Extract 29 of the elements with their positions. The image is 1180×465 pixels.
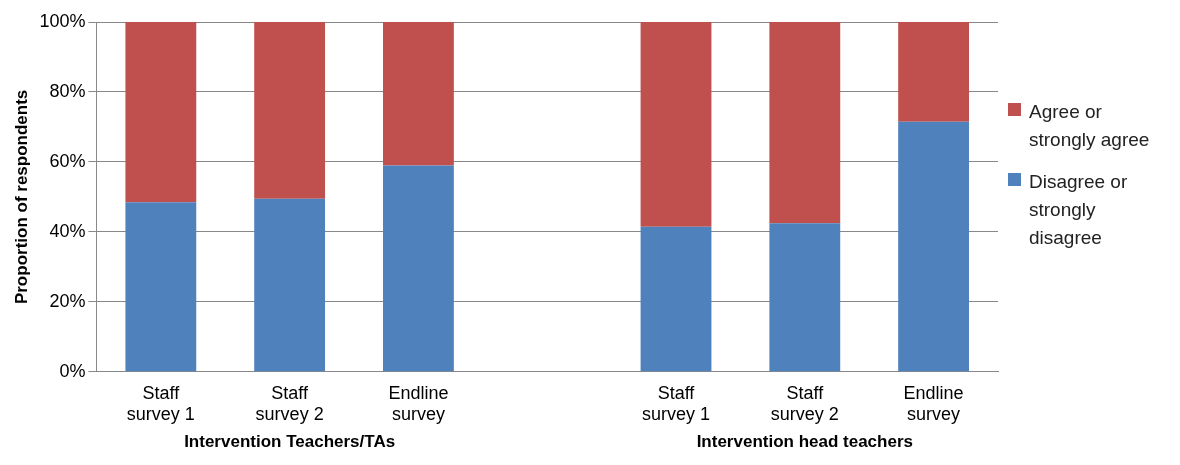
bar <box>254 22 326 199</box>
x-tick-label: Staff survey 1 <box>126 382 195 425</box>
bar <box>640 226 712 372</box>
bar <box>898 121 970 372</box>
y-tick-label: 0% <box>59 360 86 381</box>
bar <box>898 22 970 122</box>
y-tick-label: 60% <box>49 150 86 171</box>
text: Intervention head teachers <box>696 432 913 452</box>
bar <box>254 198 326 372</box>
legend-label: Disagree or strongly disagree <box>1029 170 1129 250</box>
x-tick-label: Staff survey 2 <box>770 382 839 425</box>
x-tick-label: Endline survey <box>903 382 964 425</box>
x-tick-label: Staff survey 2 <box>255 382 324 425</box>
bar <box>640 22 712 227</box>
y-tick-label: 20% <box>49 290 86 311</box>
bar <box>383 165 454 372</box>
legend-label: Agree or strongly agree <box>1029 100 1151 152</box>
y-tick-label: 100% <box>39 10 86 31</box>
bar <box>125 22 197 203</box>
bar <box>769 223 841 372</box>
bar <box>769 22 841 224</box>
x-tick-label: Endline survey <box>388 382 449 425</box>
y-tick-label: 80% <box>49 80 86 101</box>
bar <box>125 202 197 372</box>
y-axis-title: Proportion of respondents <box>11 89 31 305</box>
x-tick-label: Staff survey 1 <box>642 382 711 425</box>
y-tick-label: 40% <box>49 220 86 241</box>
text: Intervention Teachers/TAs <box>184 432 396 452</box>
bar <box>383 22 454 166</box>
